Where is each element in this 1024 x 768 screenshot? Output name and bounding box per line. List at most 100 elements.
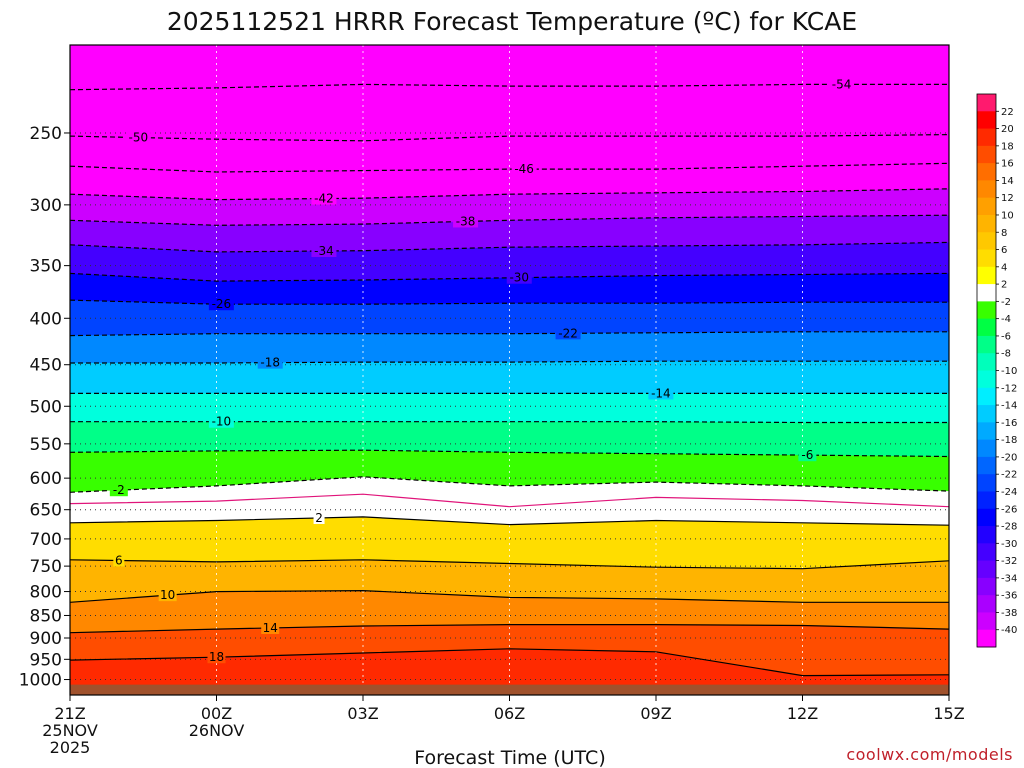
contour-label-6: 6 [115,553,123,567]
colorbar-label-12: 12 [1001,193,1014,204]
colorbar-label--26: -26 [1001,504,1017,515]
contour-label-2: 2 [315,511,323,525]
y-tick-label-500: 500 [30,397,62,417]
contour-label-bg--38 [453,214,479,228]
colorbar-label-18: 18 [1001,141,1014,152]
contour-label-10: 10 [160,588,175,602]
y-axis: 250 300 350 400 450 500 550 600 650 700 750 800 850 9… [19,124,70,691]
colorbar-swatch-10 [977,266,996,285]
contour-label--14: -14 [651,386,671,400]
colorbar-label--10: -10 [1001,366,1017,377]
colorbar-swatch-23 [977,491,996,510]
y-tick-label-700: 700 [30,530,62,550]
contour-label-14: 14 [263,621,278,635]
ground-surface [70,684,949,695]
contour-line-6 [70,559,949,570]
chart-title: 2025112521 HRRR Forecast Temperature (ºC… [167,7,857,36]
contour-label--46: -46 [514,162,534,176]
credit-link[interactable]: coolwx.com/models [846,745,1013,764]
colorbar-label--6: -6 [1001,331,1011,342]
x-tick-label-09Z: 09Z [640,704,671,723]
x-tick-label-15Z: 15Z [933,704,964,723]
contour-label--18: -18 [260,356,280,370]
x-axis-label: Forecast Time (UTC) [414,747,605,768]
colorbar-legend: 22 20 18 16 14 12 10 8 6 4 2 -2 -4 -6 -8 -10 -12 -14 -16 -1… [976,93,1017,648]
contour-label-bg--42 [311,191,337,205]
contour-line-14 [70,624,949,634]
y-tick-label-800: 800 [30,583,62,603]
colorbar-label-6: 6 [1001,245,1007,256]
colorbar-swatch-22 [977,474,996,492]
colorbar-label--22: -22 [1001,470,1017,481]
colorbar-swatch-14 [977,335,996,354]
y-tick-label-950: 950 [30,650,62,670]
contour-label-bg--26 [208,297,234,311]
colorbar-swatch-31 [977,629,996,648]
colorbar-label--8: -8 [1001,349,1011,360]
colorbar-label-10: 10 [1001,210,1014,221]
y-tick-label-1000: 1000 [19,671,62,691]
colorbar-swatch-12 [977,301,996,320]
colorbar-label--36: -36 [1001,591,1017,602]
contour-line--30 [70,272,949,282]
colorbar-label--40: -40 [1001,625,1017,636]
contour-line--38 [70,214,949,226]
contour-label-bg-18 [207,650,226,664]
contour-line--46 [70,162,949,173]
colorbar-swatch-6 [977,197,996,216]
contour-line--42 [70,188,949,201]
contour-label--26: -26 [212,297,232,311]
x-tick-label-06Z: 06Z [494,704,525,723]
x-tick-date-00Z: 26NOV [189,721,245,740]
contour-label--54: -54 [832,77,852,91]
colorbar-label--34: -34 [1001,573,1017,584]
contour-label-bg-10 [158,588,177,602]
plot-area: -54-50-46-42-38-34-30-26-22-18-14-10-6-2… [70,45,949,695]
contour-line--2 [70,476,949,493]
y-tick-label-250: 250 [30,124,62,144]
colorbar-label--32: -32 [1001,556,1017,567]
contour-label--2: -2 [113,483,125,497]
colorbar-swatch-3 [977,145,996,164]
colorbar-swatch-13 [977,318,996,337]
y-tick-label-350: 350 [30,257,62,277]
contour-label-bg--10 [208,414,234,428]
contour-label--6: -6 [801,448,813,462]
colorbar-label--24: -24 [1001,487,1017,498]
colorbar-swatch-11 [977,284,996,302]
contour-line-10 [70,589,949,603]
contour-label-bg--18 [257,355,283,369]
colorbar-swatch-1 [977,111,996,130]
x-tick-label-21Z: 21Z [54,704,85,723]
colorbar-swatch-17 [977,387,996,406]
y-tick-label-300: 300 [30,196,62,216]
contour-label-bg--14 [648,386,674,400]
colorbar-swatch-15 [977,353,996,371]
colorbar-label--12: -12 [1001,383,1017,394]
y-tick-label-400: 400 [30,309,62,329]
y-tick-label-900: 900 [30,629,62,649]
colorbar-swatch-20 [977,439,996,458]
contour-label-bg-2 [313,510,325,524]
contour-label-bg-14 [261,620,280,634]
colorbar-swatch-29 [977,595,996,613]
y-tick-label-600: 600 [30,469,62,489]
colorbar-label--16: -16 [1001,418,1017,429]
x-tick-label-00Z: 00Z [201,704,232,723]
colorbar-swatch-26 [977,543,996,562]
colorbar-label-14: 14 [1001,176,1014,187]
contour-label--30: -30 [509,271,529,285]
contour-line-2 [70,516,949,526]
colorbar-label--38: -38 [1001,608,1017,619]
contour-label-bg--46 [511,162,537,176]
temperature-fill-bands [70,45,949,695]
y-tick-label-450: 450 [30,356,62,376]
colorbar-label--2: -2 [1001,297,1011,308]
colorbar-label--18: -18 [1001,435,1017,446]
colorbar-swatch-24 [977,508,996,527]
colorbar-label-20: 20 [1001,124,1014,135]
y-tick-label-850: 850 [30,606,62,626]
y-tick-label-750: 750 [30,557,62,577]
